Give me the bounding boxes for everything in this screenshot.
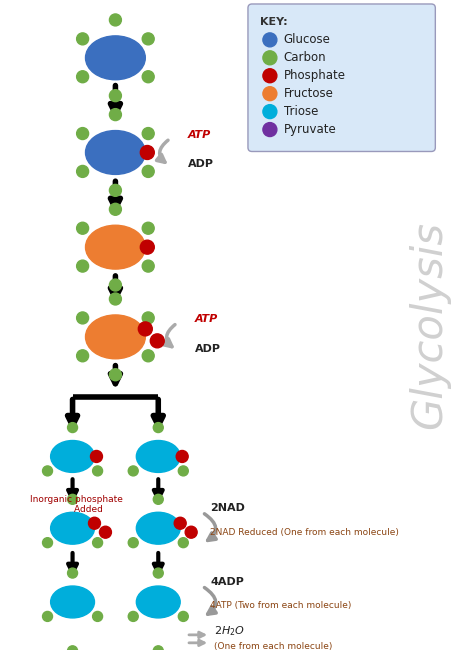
Circle shape [185, 526, 197, 538]
Circle shape [142, 222, 154, 234]
Ellipse shape [137, 512, 180, 544]
Circle shape [178, 466, 188, 476]
Circle shape [68, 568, 78, 578]
Text: 2NAD Reduced (One from each molecule): 2NAD Reduced (One from each molecule) [210, 527, 399, 537]
Circle shape [263, 33, 277, 47]
Circle shape [109, 90, 121, 102]
Text: Inorganic phosphate
        Added: Inorganic phosphate Added [30, 495, 123, 514]
Text: (One from each molecule): (One from each molecule) [214, 642, 332, 651]
Circle shape [77, 350, 89, 362]
Circle shape [178, 538, 188, 548]
Text: 4ATP (Two from each molecule): 4ATP (Two from each molecule) [210, 601, 351, 610]
Circle shape [109, 14, 121, 26]
Circle shape [140, 145, 154, 160]
Circle shape [142, 128, 154, 140]
Text: KEY:: KEY: [260, 17, 288, 27]
Circle shape [142, 166, 154, 177]
Ellipse shape [85, 36, 146, 80]
Text: ADP: ADP [195, 344, 221, 354]
Circle shape [153, 494, 163, 504]
Text: $2H_2O$: $2H_2O$ [214, 624, 245, 638]
Circle shape [150, 334, 164, 348]
Circle shape [77, 260, 89, 272]
Circle shape [77, 128, 89, 140]
Text: ADP: ADP [188, 160, 214, 170]
Circle shape [142, 33, 154, 45]
Circle shape [263, 68, 277, 83]
Circle shape [109, 293, 121, 305]
Circle shape [128, 538, 138, 548]
Ellipse shape [85, 315, 146, 359]
FancyBboxPatch shape [248, 4, 435, 151]
Circle shape [109, 109, 121, 121]
Text: Pyruvate: Pyruvate [284, 123, 337, 136]
Circle shape [142, 312, 154, 324]
Circle shape [174, 517, 186, 529]
Circle shape [92, 612, 102, 621]
Text: Phosphate: Phosphate [284, 69, 346, 82]
Circle shape [89, 517, 100, 529]
Circle shape [77, 222, 89, 234]
Circle shape [77, 33, 89, 45]
Circle shape [153, 646, 163, 652]
Ellipse shape [85, 225, 146, 269]
Circle shape [178, 612, 188, 621]
Circle shape [128, 612, 138, 621]
Circle shape [109, 185, 121, 196]
Circle shape [77, 312, 89, 324]
Circle shape [109, 369, 121, 381]
Ellipse shape [51, 512, 94, 544]
Text: Glucose: Glucose [284, 33, 331, 46]
Circle shape [263, 123, 277, 136]
Circle shape [68, 494, 78, 504]
Circle shape [138, 322, 152, 336]
Circle shape [263, 51, 277, 65]
Ellipse shape [137, 441, 180, 473]
Circle shape [142, 260, 154, 272]
Circle shape [142, 71, 154, 83]
Text: ATP: ATP [188, 130, 211, 140]
Circle shape [263, 87, 277, 100]
Text: Triose: Triose [284, 105, 318, 118]
Circle shape [128, 466, 138, 476]
Text: Carbon: Carbon [284, 52, 327, 65]
Circle shape [100, 526, 111, 538]
Circle shape [43, 612, 53, 621]
Circle shape [43, 538, 53, 548]
Circle shape [140, 240, 154, 254]
Circle shape [92, 538, 102, 548]
Text: ATP: ATP [195, 314, 219, 324]
Circle shape [176, 451, 188, 462]
Circle shape [68, 422, 78, 432]
Circle shape [142, 350, 154, 362]
Circle shape [109, 279, 121, 291]
Circle shape [43, 466, 53, 476]
Circle shape [77, 166, 89, 177]
Text: Fructose: Fructose [284, 87, 334, 100]
Text: 2NAD: 2NAD [210, 503, 245, 513]
Ellipse shape [51, 441, 94, 473]
Ellipse shape [85, 130, 146, 175]
Circle shape [109, 203, 121, 215]
Text: 4ADP: 4ADP [210, 577, 244, 587]
Circle shape [153, 422, 163, 432]
Circle shape [68, 646, 78, 652]
Ellipse shape [51, 586, 94, 618]
Circle shape [263, 105, 277, 119]
Ellipse shape [137, 586, 180, 618]
Circle shape [91, 451, 102, 462]
Circle shape [92, 466, 102, 476]
Circle shape [153, 568, 163, 578]
Circle shape [77, 71, 89, 83]
Text: Glycolysis: Glycolysis [409, 221, 450, 429]
